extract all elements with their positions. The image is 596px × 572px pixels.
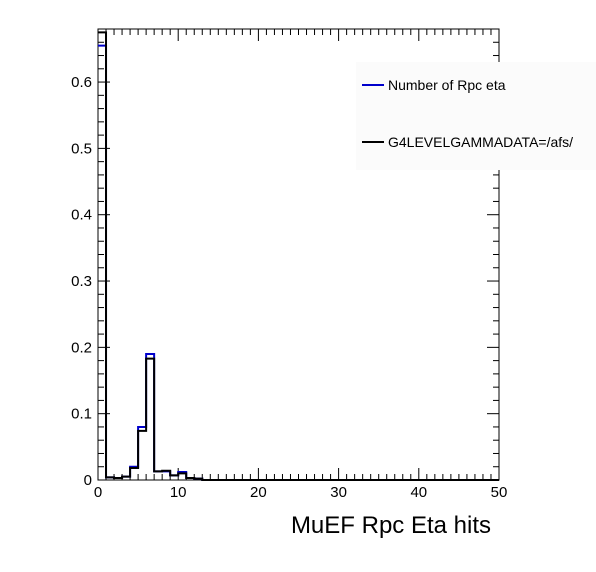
legend-box [356, 62, 596, 170]
legend-label-series-1: Number of Rpc eta [388, 77, 506, 93]
y-tick-labels: 0 0.1 0.2 0.3 0.4 0.5 0.6 [71, 74, 92, 489]
x-tick-label: 40 [410, 484, 427, 501]
y-tick-label: 0 [84, 472, 92, 489]
histogram-series-2 [98, 31, 499, 481]
axis-ticks [97, 28, 500, 481]
x-tick-label: 20 [250, 484, 267, 501]
y-tick-label: 0.2 [71, 339, 92, 356]
series-layer [98, 31, 499, 481]
x-tick-label: 30 [330, 484, 347, 501]
y-tick-label: 0.5 [71, 140, 92, 157]
legend: Number of Rpc eta G4LEVELGAMMADATA=/afs/ [356, 62, 596, 170]
x-tick-label: 10 [170, 484, 187, 501]
y-tick-label: 0.4 [71, 207, 92, 224]
y-tick-label: 0.1 [71, 406, 92, 423]
y-tick-label: 0.3 [71, 273, 92, 290]
y-tick-label: 0.6 [71, 74, 92, 91]
x-tick-label: 0 [94, 484, 102, 501]
legend-label-series-2: G4LEVELGAMMADATA=/afs/ [388, 134, 573, 150]
x-tick-label: 50 [491, 484, 508, 501]
x-axis-title: MuEF Rpc Eta hits [291, 512, 491, 539]
x-tick-labels: 0 10 20 30 40 50 [94, 484, 508, 501]
